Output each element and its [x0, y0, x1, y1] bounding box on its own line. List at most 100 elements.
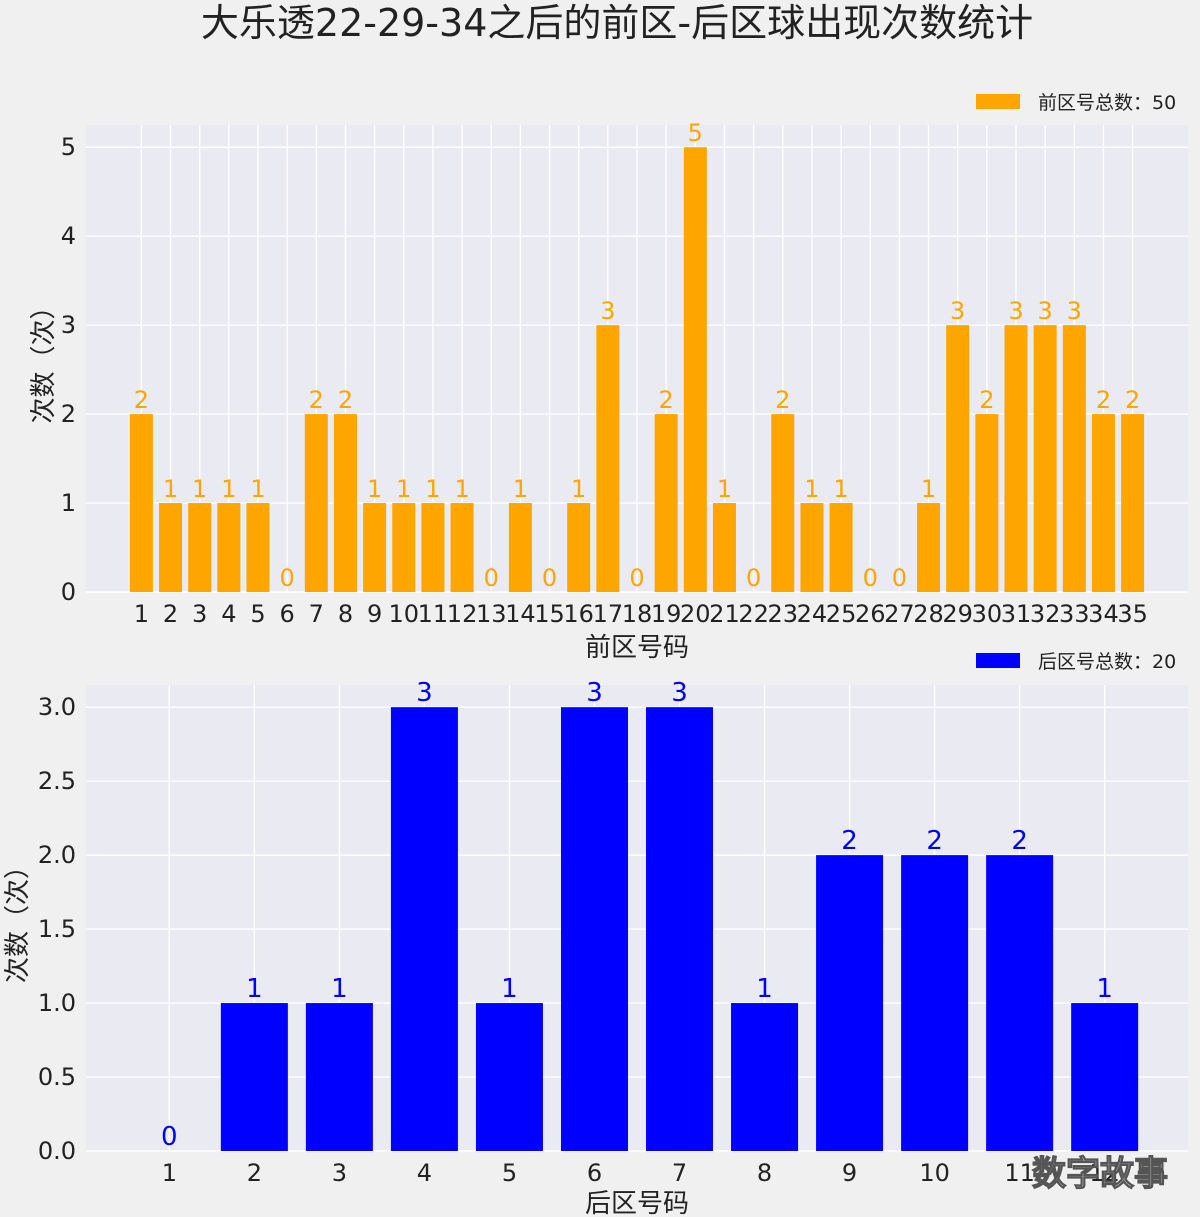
bar-value-label: 1: [833, 475, 848, 503]
bar-value-label: 1: [717, 475, 732, 503]
bar-value-label: 0: [629, 564, 644, 592]
x-tick-label: 12: [1089, 1159, 1120, 1187]
bar-value-label: 1: [163, 475, 178, 503]
x-tick-label: 31: [1001, 600, 1032, 628]
y-tick-label: 0.5: [38, 1063, 76, 1091]
bar-35: [1121, 414, 1145, 592]
bar-2: [159, 503, 183, 592]
bar-11: [421, 503, 445, 592]
y-tick-label: 2.5: [38, 767, 76, 795]
x-tick-label: 8: [338, 600, 353, 628]
x-tick-label: 4: [221, 600, 236, 628]
x-tick-label: 29: [942, 600, 973, 628]
bar-8: [731, 1003, 799, 1151]
front-zone-panel: 0123452112131415062728191101111120131140…: [29, 92, 1188, 663]
x-tick-label: 2: [247, 1159, 262, 1187]
bar-value-label: 3: [1008, 297, 1023, 325]
y-tick-label: 1: [61, 489, 76, 517]
bar-12: [1071, 1003, 1139, 1151]
bar-value-label: 1: [1096, 974, 1113, 1004]
bar-19: [654, 414, 678, 592]
x-tick-label: 15: [534, 600, 565, 628]
y-axis-label: 次数（次）: [3, 853, 33, 983]
x-tick-label: 17: [593, 600, 624, 628]
bar-value-label: 1: [396, 475, 411, 503]
legend-swatch: [976, 94, 1020, 109]
bar-value-label: 1: [367, 475, 382, 503]
bar-value-label: 1: [804, 475, 819, 503]
bar-value-label: 1: [192, 475, 207, 503]
y-tick-label: 5: [61, 133, 76, 161]
bar-value-label: 0: [161, 1122, 178, 1152]
bar-5: [246, 503, 270, 592]
y-tick-label: 0.0: [38, 1137, 76, 1165]
bar-33: [1062, 325, 1086, 592]
bar-value-label: 1: [756, 974, 773, 1004]
x-tick-label: 20: [680, 600, 711, 628]
bar-value-label: 2: [134, 386, 149, 414]
bar-value-label: 0: [542, 564, 557, 592]
bar-value-label: 1: [454, 475, 469, 503]
bar-value-label: 1: [501, 974, 518, 1004]
x-tick-label: 5: [502, 1159, 517, 1187]
bar-28: [917, 503, 941, 592]
bar-7: [304, 414, 328, 592]
x-tick-label: 19: [651, 600, 682, 628]
x-tick-label: 10: [919, 1159, 950, 1187]
x-tick-label: 21: [709, 600, 740, 628]
x-tick-label: 9: [842, 1159, 857, 1187]
bar-value-label: 1: [425, 475, 440, 503]
bar-value-label: 3: [950, 297, 965, 325]
bar-32: [1033, 325, 1057, 592]
bar-12: [450, 503, 474, 592]
bar-1: [129, 414, 153, 592]
bar-value-label: 2: [775, 386, 790, 414]
bar-value-label: 0: [484, 564, 499, 592]
bar-29: [946, 325, 970, 592]
bar-34: [1091, 414, 1115, 592]
bar-value-label: 2: [659, 386, 674, 414]
x-tick-label: 18: [622, 600, 653, 628]
x-tick-label: 22: [738, 600, 769, 628]
x-tick-label: 23: [767, 600, 798, 628]
bar-value-label: 5: [688, 119, 703, 147]
bar-value-label: 2: [1011, 826, 1028, 856]
y-tick-label: 1.0: [38, 989, 76, 1017]
x-tick-label: 13: [476, 600, 507, 628]
x-tick-label: 32: [1030, 600, 1061, 628]
bar-14: [508, 503, 532, 592]
y-tick-label: 4: [61, 222, 76, 250]
legend-label: 前区号总数：50: [1038, 92, 1176, 114]
x-tick-label: 7: [309, 600, 324, 628]
chart-title: 大乐透22-29-34之后的前区-后区球出现次数统计: [201, 1, 1033, 45]
bar-value-label: 3: [671, 678, 688, 708]
bar-value-label: 2: [979, 386, 994, 414]
x-tick-label: 10: [388, 600, 419, 628]
bar-17: [596, 325, 620, 592]
bar-10: [901, 855, 969, 1151]
bar-3: [188, 503, 212, 592]
bar-3: [305, 1003, 373, 1151]
x-tick-label: 6: [280, 600, 295, 628]
bar-20: [683, 147, 707, 592]
bar-8: [333, 414, 357, 592]
x-tick-label: 28: [913, 600, 944, 628]
bar-24: [800, 503, 824, 592]
bar-31: [1004, 325, 1028, 592]
legend-label: 后区号总数：20: [1038, 651, 1176, 673]
x-tick-label: 24: [797, 600, 828, 628]
bar-4: [390, 707, 458, 1151]
x-tick-label: 6: [587, 1159, 602, 1187]
legend-swatch: [976, 653, 1020, 668]
bar-21: [712, 503, 736, 592]
y-tick-label: 2.0: [38, 841, 76, 869]
x-tick-label: 26: [855, 600, 886, 628]
bar-11: [986, 855, 1054, 1151]
x-axis-label: 前区号码: [585, 633, 689, 663]
x-tick-label: 27: [884, 600, 915, 628]
bar-16: [567, 503, 591, 592]
bar-6: [560, 707, 628, 1151]
bar-value-label: 1: [513, 475, 528, 503]
x-tick-label: 12: [447, 600, 478, 628]
x-tick-label: 3: [332, 1159, 347, 1187]
